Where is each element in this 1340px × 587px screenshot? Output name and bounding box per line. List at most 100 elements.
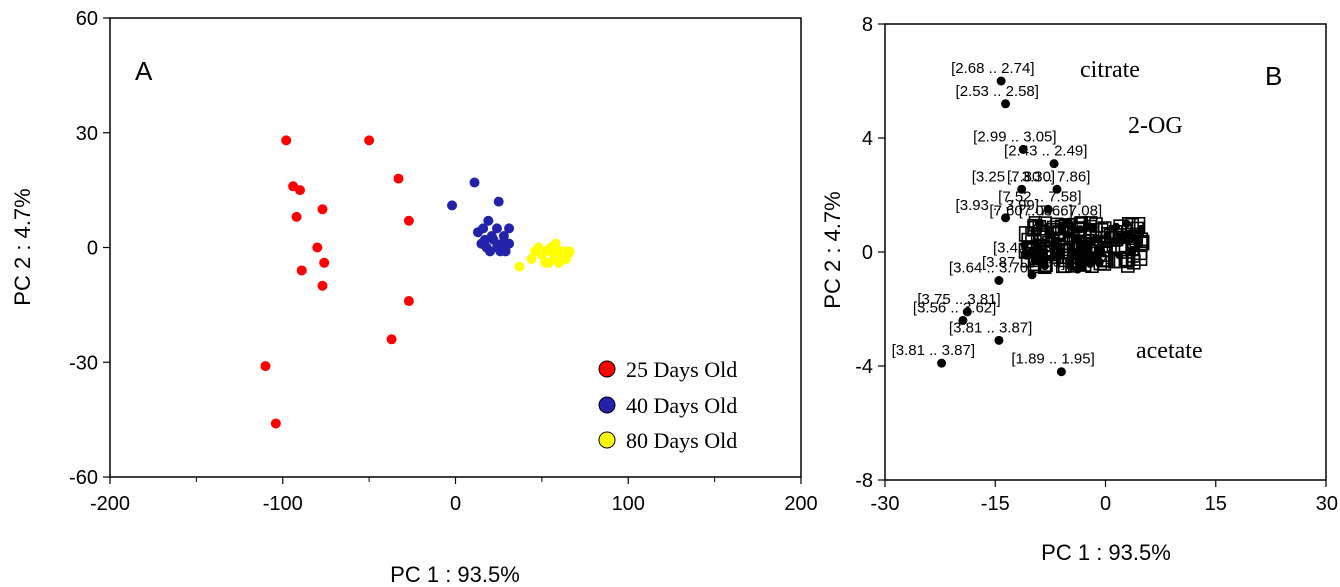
point-label-b: [3.25 .. 3.30] [972,168,1055,185]
y-axis-label-b: PC 2 : 4.7% [820,191,845,308]
data-point-25-days-old [291,211,302,222]
data-point-25-days-old [403,296,414,307]
y-tick-label-a: 0 [87,238,98,260]
point-label-b: [7.80 .. 7.86] [1007,168,1090,185]
legend-item-40-days: 40 Days Old [598,393,737,418]
cluster-point-b [1030,256,1039,265]
x-tick-label-b: 30 [1316,493,1338,515]
data-point-40-days-old [495,246,506,257]
cluster-point-b [1076,240,1085,249]
y-tick-label-a: -30 [69,352,98,374]
y-tick-label-b: 4 [862,128,873,150]
data-point-40-days-old [488,234,499,245]
cluster-point-b [1112,222,1121,231]
data-point-25-days-old [403,215,414,226]
data-point-40-days-old [447,200,458,211]
cluster-point-b [1092,256,1101,265]
cluster-point-b [1020,241,1029,250]
annotation-citrate: citrate [1080,57,1140,83]
y-tick-label-b: -8 [855,470,873,492]
cluster-point-b [1095,243,1104,252]
data-point-25-days-old [386,334,397,345]
data-point-b [1043,204,1053,214]
point-label-b: [3.64 .. 3.70] [949,260,1032,277]
legend: 25 Days Old 40 Days Old 80 Days Old [598,357,737,453]
x-tick-label-b: 0 [1100,493,1111,515]
data-point-40-days-old [472,227,483,238]
data-point-25-days-old [312,242,323,253]
data-point-b [1001,213,1011,223]
data-point-40-days-old [483,215,494,226]
data-point-b [958,315,968,325]
x-tick-label-a: 200 [784,493,817,515]
y-tick-label-a: -60 [69,467,98,489]
data-point-40-days-old [485,246,496,257]
data-point-b [1052,184,1062,194]
data-point-25-days-old [270,418,281,429]
legend-marker-80-days [598,431,616,449]
cluster-point-b [1040,262,1049,271]
x-tick-label-b: 15 [1205,493,1227,515]
y-tick-label-a: 60 [76,8,98,30]
legend-marker-40-days [598,396,616,414]
x-tick-label-a: -100 [263,493,303,515]
data-point-80-days-old [526,253,537,264]
data-point-25-days-old [260,361,271,372]
data-point-b [937,358,947,368]
data-point-b [962,307,972,317]
data-point-40-days-old [493,196,504,207]
data-point-80-days-old [564,246,575,257]
y-tick-label-b: -4 [855,356,873,378]
data-point-25-days-old [393,173,404,184]
y-tick-label-b: 8 [862,14,873,36]
data-point-40-days-old [469,177,480,188]
cluster-point-b [1045,231,1054,240]
cluster-point-b [1071,252,1080,261]
y-tick-label-a: 30 [76,123,98,145]
data-point-b [1017,184,1027,194]
data-point-b [1001,99,1011,109]
cluster-point-b [1073,233,1082,242]
data-point-80-days-old [550,238,561,249]
data-point-b [994,335,1004,345]
data-point-b [1018,144,1028,154]
data-point-25-days-old [281,135,292,146]
cluster-point-b [1103,232,1112,241]
cluster-point-b [1128,247,1137,256]
cluster-point-b [1115,251,1124,260]
legend-item-25-days: 25 Days Old [598,357,737,382]
point-label-b: [2.43 .. 2.49] [1004,143,1087,160]
point-label-b: [3.75 .. 3.81] [917,291,1000,308]
cluster-mark-b [1121,257,1135,273]
point-label-b: [7.03 .. 7.08] [1019,203,1102,220]
data-point-40-days-old [504,238,515,249]
data-point-25-days-old [296,265,307,276]
cluster-point-b [1050,239,1059,248]
cluster-point-b [1115,232,1124,241]
data-point-b [996,76,1006,86]
panel-label-b: B [1265,61,1282,91]
data-point-40-days-old [498,231,509,242]
x-tick-label-a: 0 [450,493,461,515]
legend-marker-25-days [598,360,616,378]
annotation-acetate: acetate [1136,338,1203,364]
data-point-25-days-old [364,135,375,146]
point-label-b: [2.53 .. 2.58] [956,83,1039,100]
data-point-b [994,276,1004,285]
cluster-point-b [1137,224,1146,233]
annotation-2-og: 2-OG [1128,113,1183,139]
data-point-80-days-old [540,246,551,257]
ticks-a: -200 -100 0 100 200 60 30 0 -30 -60 [69,8,818,515]
data-point-25-days-old [295,185,306,196]
cluster-point-b [1091,233,1100,242]
cluster-point-b [1076,225,1085,234]
data-point-25-days-old [317,204,328,215]
cluster-mark-b [1058,244,1072,260]
data-point-b [1049,159,1059,169]
point-label-b: [1.89 .. 1.95] [1011,351,1094,368]
y-tick-label-b: 0 [862,242,873,264]
data-point-40-days-old [491,223,502,234]
legend-item-80-days: 80 Days Old [598,428,737,453]
legend-label-80-days: 80 Days Old [626,428,737,453]
cluster-point-b [1050,251,1059,260]
